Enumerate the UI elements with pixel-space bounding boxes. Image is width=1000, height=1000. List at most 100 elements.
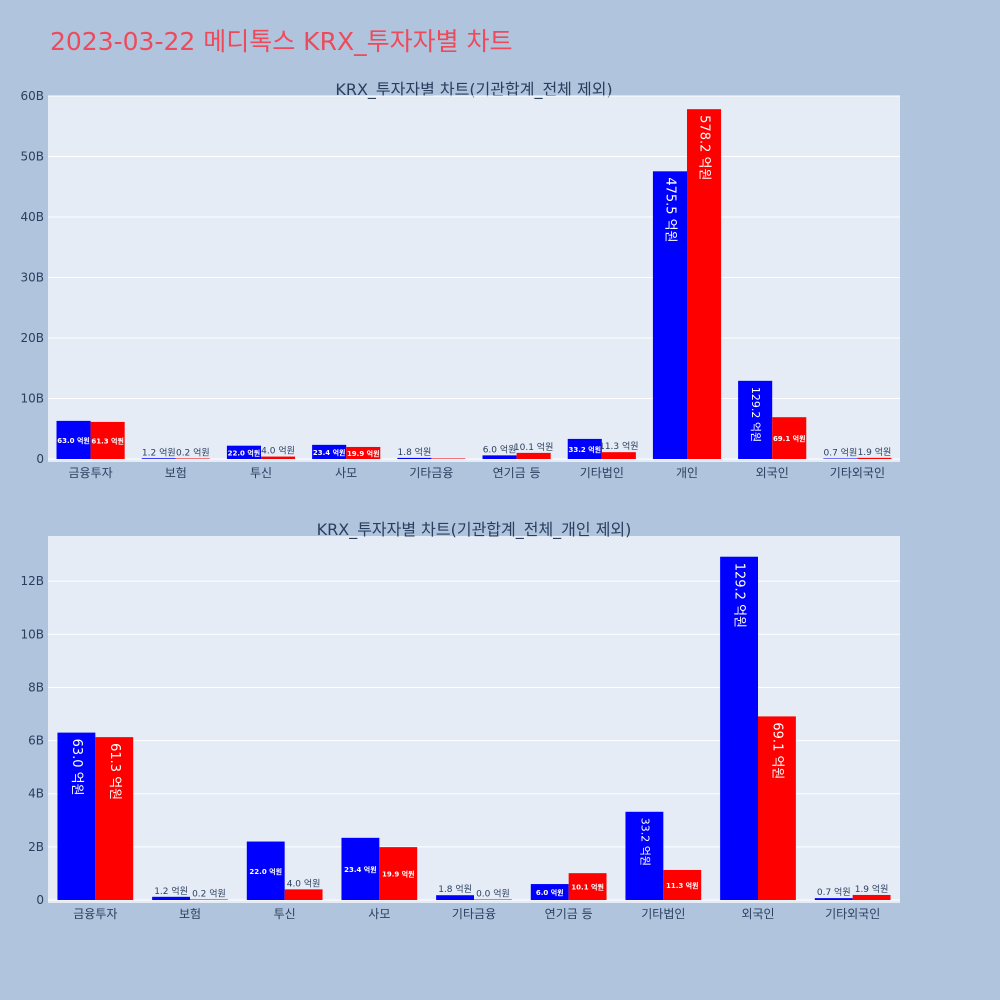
sell-bar bbox=[175, 458, 210, 459]
bar-value-label: 11.3 억원 bbox=[599, 440, 638, 452]
bar-value-label: 0.7 억원 bbox=[823, 447, 857, 459]
sell-bar bbox=[758, 716, 796, 900]
bar-value-label: 0.2 억원 bbox=[192, 887, 226, 899]
buy-bar bbox=[720, 556, 758, 900]
y-tick-label: 50B bbox=[20, 150, 44, 164]
chart-title-1: KRX_투자자별 차트(기관합계_전체 제외) bbox=[335, 80, 612, 100]
bar-value-label: 63.0 억원 bbox=[69, 739, 84, 796]
buy-bar bbox=[567, 438, 602, 459]
y-tick-label: 6B bbox=[28, 734, 44, 748]
y-tick-label: 0 bbox=[36, 452, 44, 466]
sell-bar bbox=[261, 456, 296, 459]
bar-value-label: 33.2 억원 bbox=[568, 445, 601, 454]
sell-bar bbox=[516, 452, 551, 459]
bar-value-label: 4.0 억원 bbox=[287, 877, 321, 889]
bar-value-label: 10.1 억원 bbox=[571, 883, 604, 892]
bar-value-label: 69.1 억원 bbox=[769, 722, 784, 779]
bar-value-label: 475.5 억원 bbox=[662, 177, 677, 242]
buy-bar bbox=[823, 458, 858, 459]
bar-value-label: 1.8 억원 bbox=[397, 446, 431, 458]
sell-bar bbox=[95, 737, 134, 900]
sell-bar bbox=[431, 458, 466, 459]
buy-bar bbox=[312, 444, 347, 459]
sell-bar bbox=[346, 446, 381, 459]
bar-value-label: 1.8 억원 bbox=[438, 883, 472, 895]
buy-bar bbox=[738, 380, 773, 459]
bar-value-label: 63.0 억원 bbox=[57, 436, 90, 445]
bar-value-label: 33.2 억원 bbox=[638, 818, 651, 866]
x-tick-label: 연기금 등 bbox=[493, 466, 541, 480]
x-tick-label: 기타외국인 bbox=[825, 907, 880, 921]
buy-bar bbox=[436, 895, 474, 900]
y-tick-label: 0 bbox=[36, 893, 44, 907]
bar-value-label: 6.0 억원 bbox=[536, 888, 564, 897]
sell-bar bbox=[284, 889, 323, 900]
bar-value-label: 0.2 억원 bbox=[176, 447, 210, 459]
y-tick-label: 10B bbox=[20, 392, 44, 406]
x-tick-label: 기타금융 bbox=[452, 907, 496, 921]
sell-bar bbox=[474, 899, 512, 900]
y-tick-label: 40B bbox=[20, 210, 44, 224]
chart-title-2: KRX_투자자별 차트(기관합계_전체_개인 제외) bbox=[317, 520, 632, 540]
buy-bar bbox=[482, 455, 517, 459]
bar-value-label: 0.0 억원 bbox=[476, 888, 510, 900]
y-tick-label: 4B bbox=[28, 787, 44, 801]
bar-value-label: 11.3 억원 bbox=[666, 881, 699, 890]
bar-value-label: 19.9 억원 bbox=[382, 870, 415, 879]
sell-bar bbox=[568, 873, 607, 900]
bar-value-label: 0.7 억원 bbox=[817, 886, 851, 898]
buy-bar bbox=[652, 171, 687, 459]
bar-value-label: 10.1 억원 bbox=[514, 441, 553, 453]
sell-bar bbox=[687, 109, 722, 460]
x-tick-label: 보험 bbox=[179, 907, 201, 921]
bar-value-label: 1.9 억원 bbox=[855, 883, 889, 895]
bar-value-label: 69.1 억원 bbox=[773, 434, 806, 443]
y-tick-label: 60B bbox=[20, 89, 44, 103]
buy-bar bbox=[341, 837, 380, 900]
buy-bar bbox=[397, 457, 432, 459]
buy-bar bbox=[530, 884, 569, 900]
bar-value-label: 129.2 억원 bbox=[732, 563, 747, 628]
x-tick-label: 기타금융 bbox=[409, 466, 453, 480]
x-tick-label: 투신 bbox=[250, 466, 272, 480]
sell-bar bbox=[857, 457, 892, 459]
y-tick-label: 20B bbox=[20, 331, 44, 345]
bar-value-label: 6.0 억원 bbox=[483, 443, 517, 455]
buy-bar bbox=[625, 811, 664, 900]
bar-value-label: 22.0 억원 bbox=[249, 867, 282, 876]
x-tick-label: 외국인 bbox=[756, 466, 789, 480]
sell-bar bbox=[852, 894, 891, 900]
page-title: 2023-03-22 메디톡스 KRX_투자자별 차트 bbox=[50, 27, 513, 56]
buy-bar bbox=[152, 896, 190, 900]
bar-value-label: 23.4 억원 bbox=[313, 448, 346, 457]
bar-value-label: 19.9 억원 bbox=[347, 449, 380, 458]
bar-value-label: 4.0 억원 bbox=[261, 445, 295, 457]
x-tick-label: 금융투자 bbox=[73, 907, 117, 921]
sell-bar bbox=[772, 417, 807, 459]
sell-bar bbox=[663, 869, 702, 900]
x-tick-label: 기타외국인 bbox=[830, 466, 885, 480]
x-tick-label: 사모 bbox=[368, 907, 390, 921]
buy-bar bbox=[814, 898, 853, 900]
bar-value-label: 1.2 억원 bbox=[154, 885, 188, 897]
y-tick-label: 8B bbox=[28, 680, 44, 694]
x-tick-label: 투신 bbox=[274, 907, 296, 921]
x-tick-label: 사모 bbox=[335, 466, 357, 480]
bar-value-label: 23.4 억원 bbox=[344, 865, 377, 874]
sell-bar bbox=[190, 899, 228, 900]
x-tick-label: 기타법인 bbox=[641, 907, 685, 921]
bar-value-label: 578.2 억원 bbox=[697, 115, 712, 180]
bar-value-label: 61.3 억원 bbox=[107, 743, 122, 800]
buy-bar bbox=[56, 420, 91, 459]
x-tick-label: 연기금 등 bbox=[545, 907, 593, 921]
x-tick-label: 외국인 bbox=[741, 907, 774, 921]
bar-value-label: 61.3 억원 bbox=[91, 436, 124, 445]
x-tick-label: 기타법인 bbox=[580, 466, 624, 480]
sell-bar bbox=[90, 421, 125, 459]
x-tick-label: 개인 bbox=[676, 466, 698, 480]
sell-bar bbox=[379, 847, 418, 900]
bar-value-label: 1.2 억원 bbox=[142, 446, 176, 458]
x-tick-label: 금융투자 bbox=[69, 466, 113, 480]
y-tick-label: 2B bbox=[28, 840, 44, 854]
